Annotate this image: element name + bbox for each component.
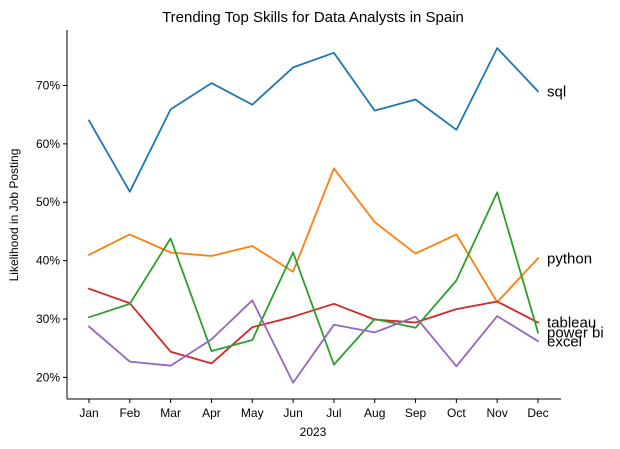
y-tick-label: 50%	[36, 195, 60, 209]
series-lines	[87, 47, 540, 384]
series-label-sql: sql	[547, 83, 566, 100]
series-label-tableau: tableau	[547, 315, 596, 332]
series-label-power-bi: power bi	[547, 324, 604, 341]
series-label-excel: excel	[547, 333, 582, 350]
y-tick-label: 30%	[36, 312, 60, 326]
series-line-excel	[87, 299, 540, 384]
y-tick-label: 20%	[36, 370, 60, 384]
y-axis-label: Likelihood in Job Posting	[7, 149, 21, 282]
x-tick-label: Apr	[202, 406, 221, 420]
series-line-sql	[87, 47, 540, 193]
x-tick-label: Jan	[79, 406, 98, 420]
chart-title: Trending Top Skills for Data Analysts in…	[162, 9, 464, 26]
x-tick-label: May	[241, 406, 264, 420]
y-tick-label: 60%	[36, 137, 60, 151]
x-tick-label: Sep	[405, 406, 427, 420]
series-label-python: python	[547, 250, 592, 267]
x-tick-label: Dec	[527, 406, 548, 420]
x-axis-ticks: Jan Feb Mar Apr May Jun Jul Aug Sep Oct Nov Dec	[79, 399, 549, 420]
x-tick-label: Feb	[119, 406, 140, 420]
series-line-python	[87, 167, 540, 304]
series-line-power-bi	[87, 191, 540, 366]
x-tick-label: Oct	[447, 406, 466, 420]
y-tick-label: 40%	[36, 254, 60, 268]
x-tick-label: Jul	[326, 406, 341, 420]
x-tick-label: Mar	[160, 406, 181, 420]
y-axis-ticks: 20% 30% 40% 50% 60% 70%	[36, 78, 67, 384]
x-tick-label: Jun	[283, 406, 302, 420]
x-tick-label: Aug	[364, 406, 385, 420]
y-tick-label: 70%	[36, 78, 60, 92]
x-tick-label: Nov	[487, 406, 508, 420]
x-axis-label: 2023	[300, 425, 327, 439]
